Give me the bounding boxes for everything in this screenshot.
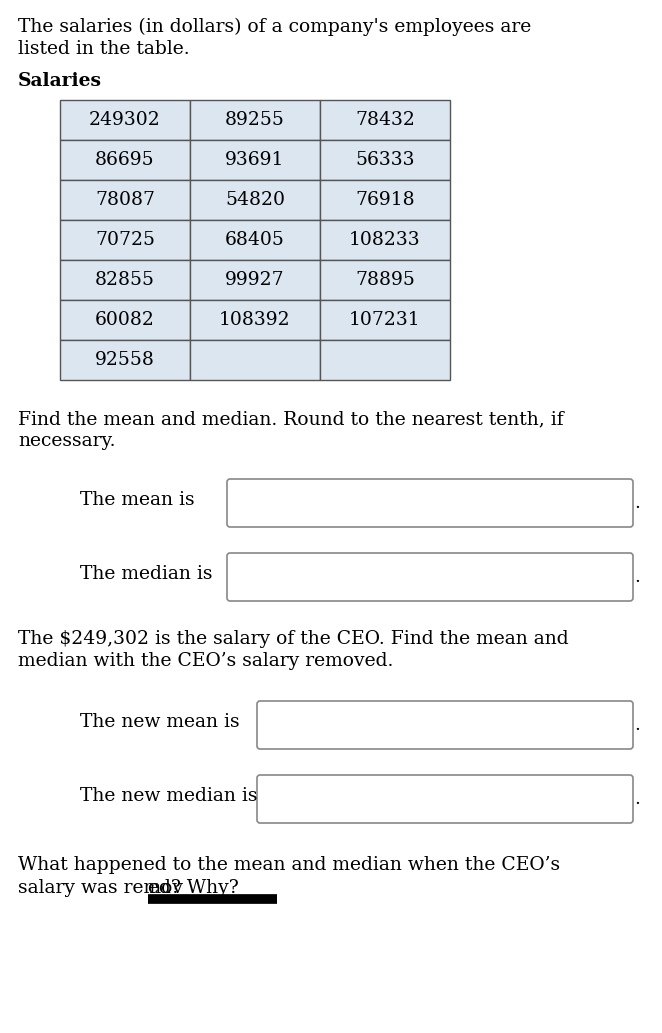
- Text: 107231: 107231: [349, 311, 421, 328]
- Bar: [320, 100, 450, 140]
- Text: 249302: 249302: [89, 111, 161, 129]
- Bar: [320, 140, 450, 180]
- Text: The median is: The median is: [80, 565, 213, 583]
- Bar: [320, 340, 450, 380]
- Text: 78432: 78432: [355, 111, 415, 129]
- Text: 108233: 108233: [349, 231, 421, 249]
- Text: 76918: 76918: [355, 191, 415, 209]
- Bar: [190, 140, 320, 180]
- Text: .: .: [634, 790, 640, 808]
- Text: 108392: 108392: [219, 311, 291, 328]
- Text: 86695: 86695: [95, 151, 155, 169]
- Bar: [320, 260, 450, 300]
- Bar: [60, 180, 190, 220]
- Bar: [320, 220, 450, 260]
- Text: 93691: 93691: [225, 151, 285, 169]
- Text: The $249,302 is the salary of the CEO. Find the mean and: The $249,302 is the salary of the CEO. F…: [18, 630, 569, 648]
- FancyBboxPatch shape: [257, 701, 633, 749]
- Bar: [60, 340, 190, 380]
- Text: .: .: [634, 716, 640, 734]
- Bar: [60, 220, 190, 260]
- Bar: [60, 140, 190, 180]
- Text: 56333: 56333: [355, 151, 415, 169]
- Text: salary was remov: salary was remov: [18, 879, 183, 897]
- Text: 70725: 70725: [95, 231, 155, 249]
- Bar: [190, 300, 320, 340]
- Bar: [190, 260, 320, 300]
- FancyBboxPatch shape: [227, 479, 633, 527]
- Text: 60082: 60082: [95, 311, 155, 328]
- Text: 78895: 78895: [355, 271, 415, 289]
- Text: listed in the table.: listed in the table.: [18, 40, 189, 58]
- Text: .: .: [634, 568, 640, 586]
- Bar: [190, 100, 320, 140]
- Bar: [60, 100, 190, 140]
- Bar: [320, 300, 450, 340]
- Text: The mean is: The mean is: [80, 491, 195, 509]
- Bar: [60, 300, 190, 340]
- FancyBboxPatch shape: [257, 775, 633, 823]
- Text: 89255: 89255: [225, 111, 285, 129]
- Text: median with the CEO’s salary removed.: median with the CEO’s salary removed.: [18, 652, 393, 670]
- Text: necessary.: necessary.: [18, 432, 115, 450]
- Text: Find the mean and median. Round to the nearest tenth, if: Find the mean and median. Round to the n…: [18, 410, 563, 428]
- Text: 78087: 78087: [95, 191, 155, 209]
- Bar: [320, 180, 450, 220]
- Text: The salaries (in dollars) of a company's employees are: The salaries (in dollars) of a company's…: [18, 18, 531, 36]
- Text: ed? Why?: ed? Why?: [148, 879, 238, 897]
- Bar: [60, 260, 190, 300]
- Text: What happened to the mean and median when the CEO’s: What happened to the mean and median whe…: [18, 856, 560, 874]
- Text: The new mean is: The new mean is: [80, 713, 240, 731]
- Text: The new median is: The new median is: [80, 787, 258, 805]
- Text: 92558: 92558: [95, 351, 155, 369]
- Text: .: .: [634, 494, 640, 512]
- Text: Salaries: Salaries: [18, 72, 102, 90]
- Text: 54820: 54820: [225, 191, 285, 209]
- FancyBboxPatch shape: [227, 553, 633, 601]
- Bar: [190, 220, 320, 260]
- Text: 82855: 82855: [95, 271, 155, 289]
- Text: 99927: 99927: [225, 271, 285, 289]
- Text: 68405: 68405: [225, 231, 285, 249]
- Bar: [190, 180, 320, 220]
- Bar: [190, 340, 320, 380]
